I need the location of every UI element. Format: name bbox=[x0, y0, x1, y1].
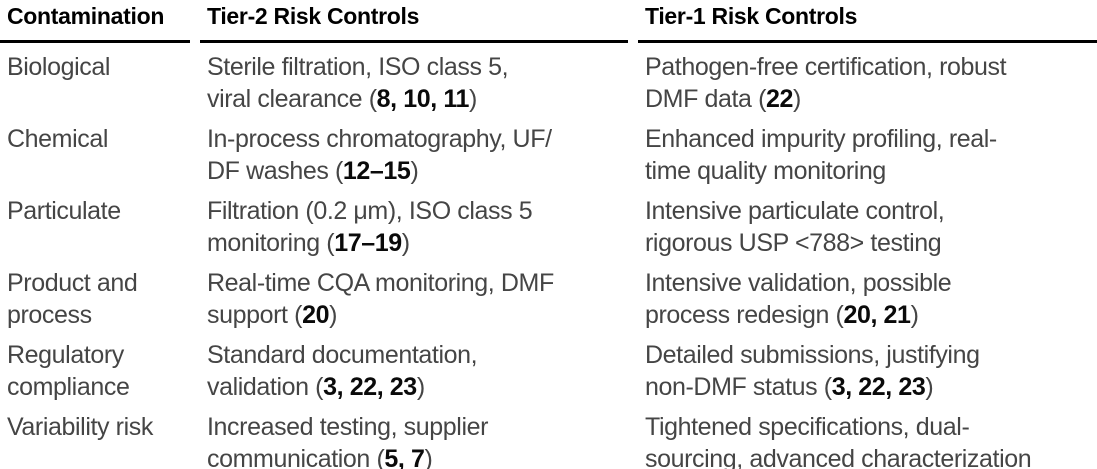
cell-contamination: Regulatory compliance bbox=[7, 341, 130, 401]
column-header-tier1-risk-controls: Tier-1 Risk Controls bbox=[638, 0, 1097, 43]
cell-contamination: Particulate bbox=[7, 197, 121, 225]
cell-contamination: Product and process bbox=[7, 269, 138, 329]
citation-refs: 22 bbox=[766, 85, 794, 113]
citation-refs: 5, 7 bbox=[384, 445, 425, 469]
table-body: Biological Sterile filtration, ISO class … bbox=[0, 43, 1097, 469]
cell-tier2-controls: Real-time CQA monitoring, DMF support (2… bbox=[207, 269, 554, 329]
citation-refs: 20, 21 bbox=[843, 301, 911, 329]
cell-tier1-controls: Enhanced impurity profiling, real- time … bbox=[645, 125, 997, 185]
cell-tier2-controls: Standard documentation, validation (3, 2… bbox=[207, 341, 478, 401]
table-row: Regulatory compliance Standard documentat… bbox=[0, 331, 1097, 403]
cell-contamination: Chemical bbox=[7, 125, 108, 153]
table-row: Variability risk Increased testing, suppl… bbox=[0, 403, 1097, 469]
table-row: Chemical In-process chromatography, UF/ D… bbox=[0, 115, 1097, 187]
citation-refs: 17–19 bbox=[334, 229, 402, 257]
cell-tier2-controls: Filtration (0.2 μm), ISO class 5 monitor… bbox=[207, 197, 533, 257]
citation-refs: 20 bbox=[302, 301, 330, 329]
citation-refs: 3, 22, 23 bbox=[831, 373, 926, 401]
cell-tier2-controls: Increased testing, supplier communicatio… bbox=[200, 403, 628, 469]
table-header: Contamination Tier-2 Risk Controls Tier-… bbox=[0, 0, 1097, 43]
citation-refs: 3, 22, 23 bbox=[323, 373, 417, 401]
cell-tier1-controls: Intensive particulate control, rigorous … bbox=[645, 197, 945, 257]
column-header-tier2-risk-controls: Tier-2 Risk Controls bbox=[200, 0, 628, 43]
cell-tier2-controls: In-process chromatography, UF/ DF washes… bbox=[207, 125, 552, 185]
cell-tier1-controls: Tightened specifications, dual- sourcing… bbox=[645, 413, 1032, 469]
cell-contamination: Variability risk bbox=[7, 413, 153, 441]
cell-contamination: Biological bbox=[7, 53, 111, 81]
citation-refs: 12–15 bbox=[342, 157, 411, 185]
table-row: Product and process Real-time CQA monitor… bbox=[0, 259, 1097, 331]
cell-tier1-controls: Intensive validation, possible process r… bbox=[645, 269, 952, 329]
header-row: Contamination Tier-2 Risk Controls Tier-… bbox=[0, 0, 1097, 43]
cell-tier1-controls: Detailed submissions, justifying non-DMF… bbox=[645, 341, 980, 401]
table-row: Particulate Filtration (0.2 μm), ISO clas… bbox=[0, 187, 1097, 259]
citation-refs: 8, 10, 11 bbox=[376, 85, 470, 113]
cell-tier2-controls: Sterile filtration, ISO class 5, viral c… bbox=[207, 53, 509, 113]
table-row: Biological Sterile filtration, ISO class … bbox=[0, 43, 1097, 115]
column-header-contamination: Contamination bbox=[0, 0, 190, 43]
cell-tier1-controls: Pathogen-free certification, robust DMF … bbox=[645, 53, 1007, 113]
